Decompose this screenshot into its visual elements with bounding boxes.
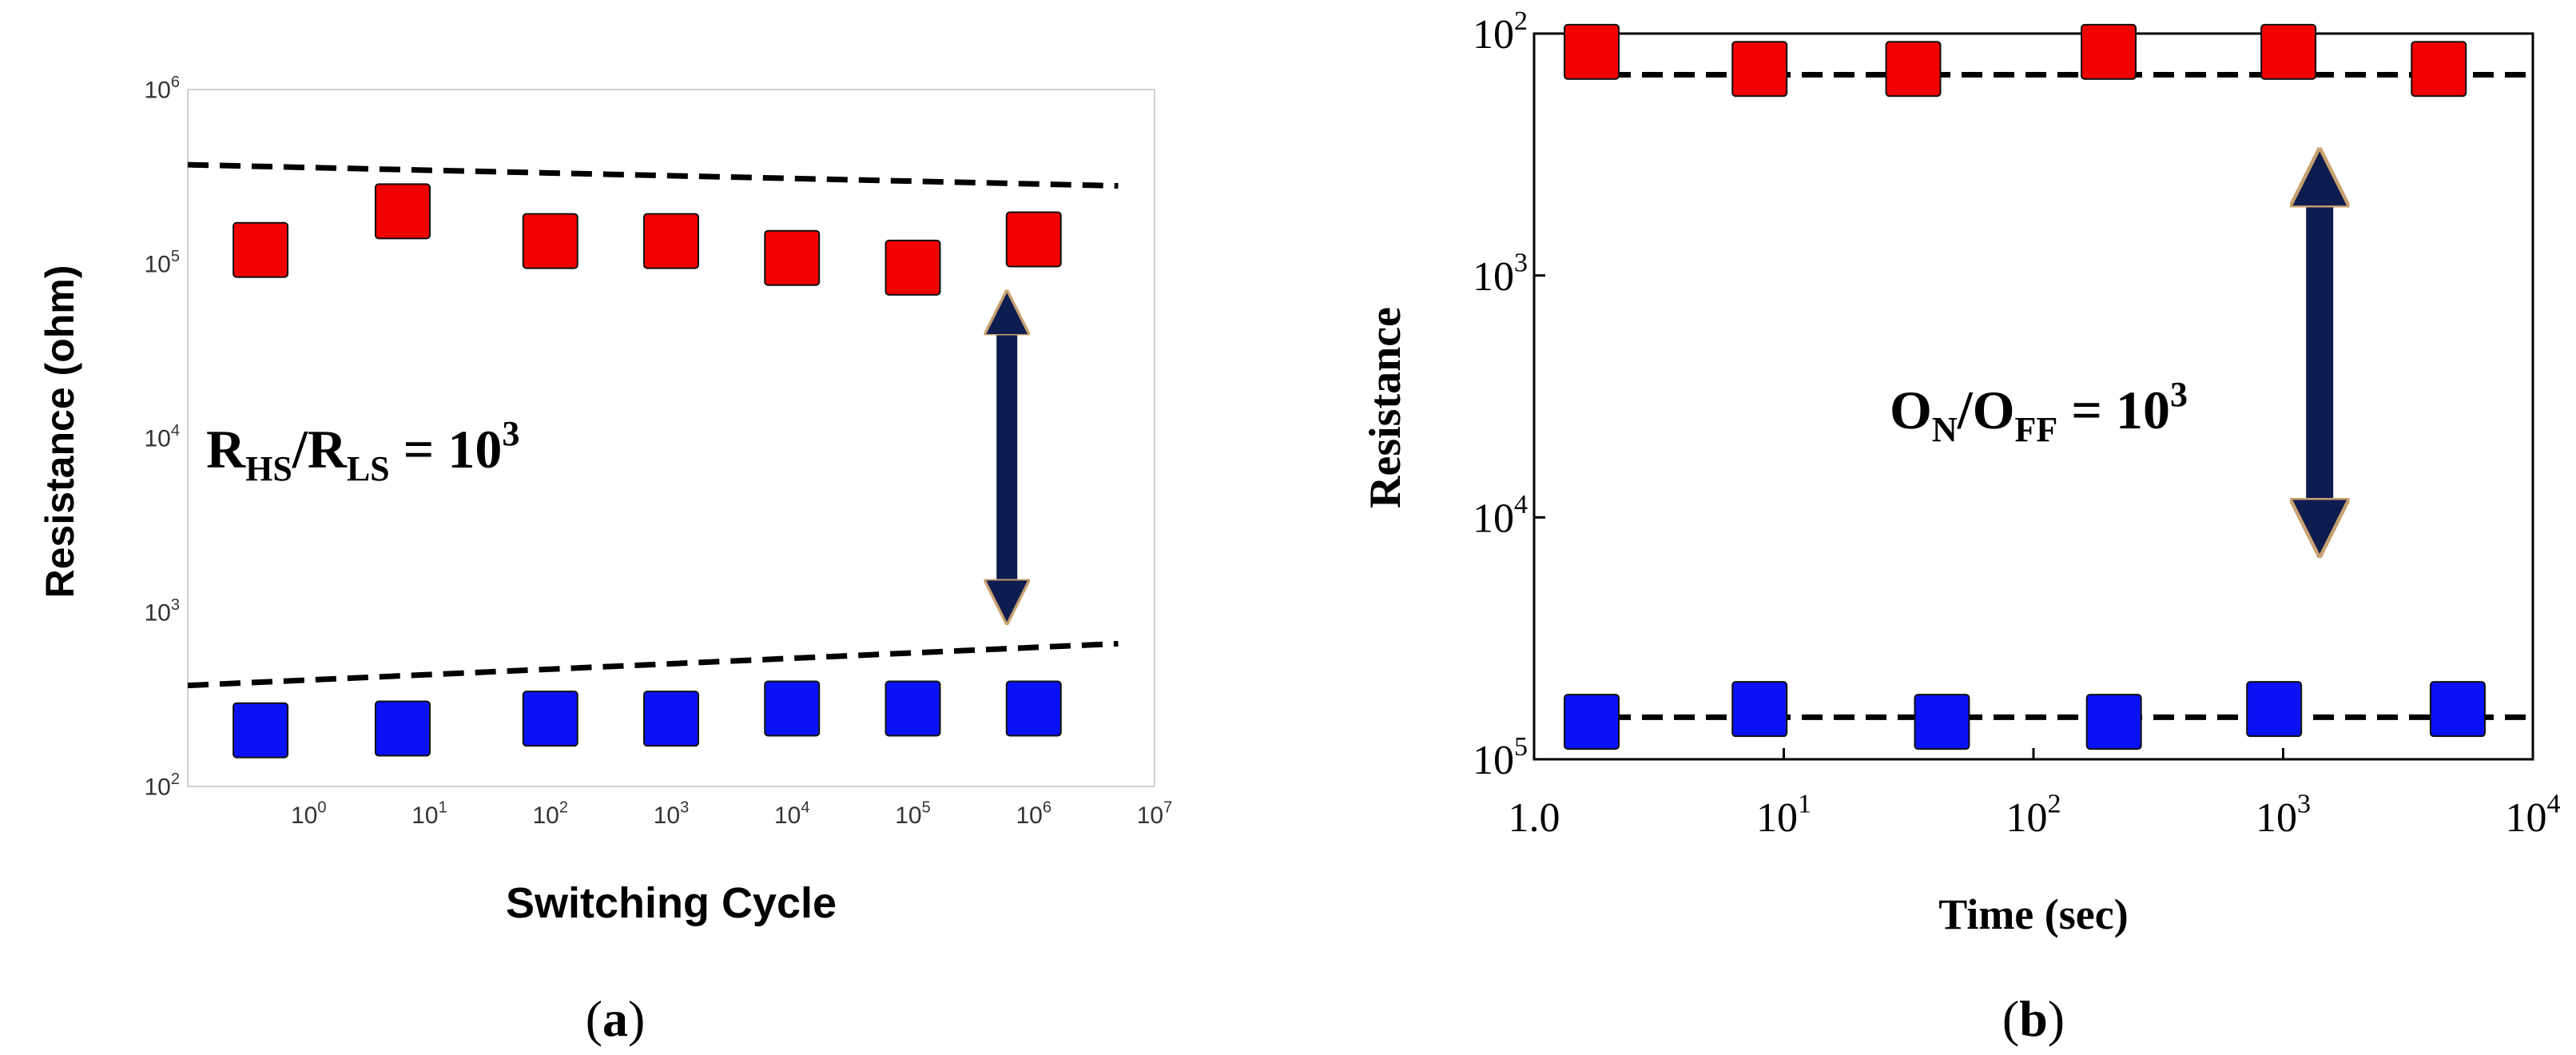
chart-a-y-tick-label: 106 bbox=[145, 74, 181, 104]
chart-a-data-point bbox=[374, 183, 431, 240]
chart-b-y-tick-label: 103 bbox=[1473, 248, 1528, 299]
chart-a-data-point bbox=[522, 213, 578, 269]
chart-b-y-tick-label: 104 bbox=[1473, 490, 1528, 541]
chart-b-x-axis-label: Time (sec) bbox=[1938, 890, 2128, 938]
chart-a-y-tick-label: 103 bbox=[145, 596, 181, 627]
chart-b-data-point bbox=[1731, 41, 1788, 98]
chart-b-data-point bbox=[2260, 23, 2317, 80]
chart-b-data-point bbox=[2085, 694, 2142, 750]
chart-a-x-tick-label: 107 bbox=[1137, 799, 1173, 830]
chart-b-y-tick-label: 105 bbox=[1473, 732, 1528, 783]
chart-a-y-tick-label: 104 bbox=[145, 422, 181, 452]
chart-b-data-point bbox=[2429, 681, 2486, 738]
chart-b-x-tick-label: 102 bbox=[2006, 790, 2061, 841]
chart-a-ratio-annotation: RHS/RLS = 103 bbox=[206, 414, 519, 488]
chart-b-y-axis-label: Resistance bbox=[1361, 307, 1410, 508]
chart-a-data-point bbox=[1005, 680, 1062, 737]
chart-a-y-axis-label: Resistance (ohm) bbox=[38, 265, 82, 599]
chart-a-x-tick-label: 106 bbox=[1016, 799, 1052, 830]
chart-a-x-tick-label: 100 bbox=[291, 799, 327, 830]
chart-a-trend-line bbox=[187, 161, 1119, 189]
chart-b-x-tick-label: 1.0 bbox=[1509, 795, 1560, 841]
chart-b-plot-area bbox=[1532, 32, 2534, 761]
chart-b-data-point bbox=[1564, 694, 1620, 750]
chart-b-data-point bbox=[2411, 41, 2467, 98]
chart-b-x-tick-label: 104 bbox=[2506, 790, 2561, 841]
chart-a-data-point bbox=[522, 691, 578, 747]
chart-b-data-point bbox=[2081, 23, 2137, 80]
chart-a-data-point bbox=[233, 702, 289, 758]
chart-b-x-tick-label: 101 bbox=[1756, 790, 1811, 841]
chart-b-y-tick-label: 102 bbox=[1473, 6, 1528, 58]
chart-b-x-tick-label: 103 bbox=[2256, 790, 2311, 841]
chart-a-x-axis-label: Switching Cycle bbox=[506, 879, 837, 927]
chart-a-data-point bbox=[233, 221, 289, 278]
chart-a-y-tick-label: 102 bbox=[145, 770, 181, 801]
chart-a-y-tick-label: 105 bbox=[145, 248, 181, 278]
chart-a-data-point bbox=[885, 680, 941, 737]
chart-b-data-point bbox=[1914, 694, 1970, 750]
chart-a-data-point bbox=[643, 213, 699, 269]
chart-a-data-point bbox=[764, 680, 821, 737]
chart-a-data-point bbox=[1005, 211, 1062, 268]
chart-b-data-point bbox=[1731, 681, 1788, 738]
chart-b-ratio-annotation: ON/OFF = 103 bbox=[1890, 375, 2188, 449]
chart-a: 102 103 104 105 106 100 101 102 103 104 105 106 107… bbox=[38, 74, 1172, 1047]
chart-a-data-point bbox=[885, 239, 941, 296]
chart-a-data-point bbox=[764, 229, 821, 286]
chart-a-panel-label: (a) bbox=[586, 990, 646, 1047]
chart-a-x-tick-label: 105 bbox=[895, 799, 931, 830]
chart-a-trend-line bbox=[187, 640, 1119, 689]
chart-a-x-tick-label: 104 bbox=[774, 799, 810, 830]
chart-b-panel-label: (b) bbox=[2002, 990, 2065, 1047]
chart-a-x-tick-label: 101 bbox=[411, 799, 447, 830]
chart-b-data-point bbox=[1564, 23, 1620, 80]
chart-b-data-point bbox=[1885, 41, 1942, 98]
chart-b-data-point bbox=[2246, 681, 2303, 738]
chart-a-data-point bbox=[643, 691, 699, 747]
chart-a-x-tick-label: 102 bbox=[533, 799, 569, 830]
chart-a-x-tick-label: 103 bbox=[654, 799, 690, 830]
chart-a-data-point bbox=[374, 700, 431, 757]
